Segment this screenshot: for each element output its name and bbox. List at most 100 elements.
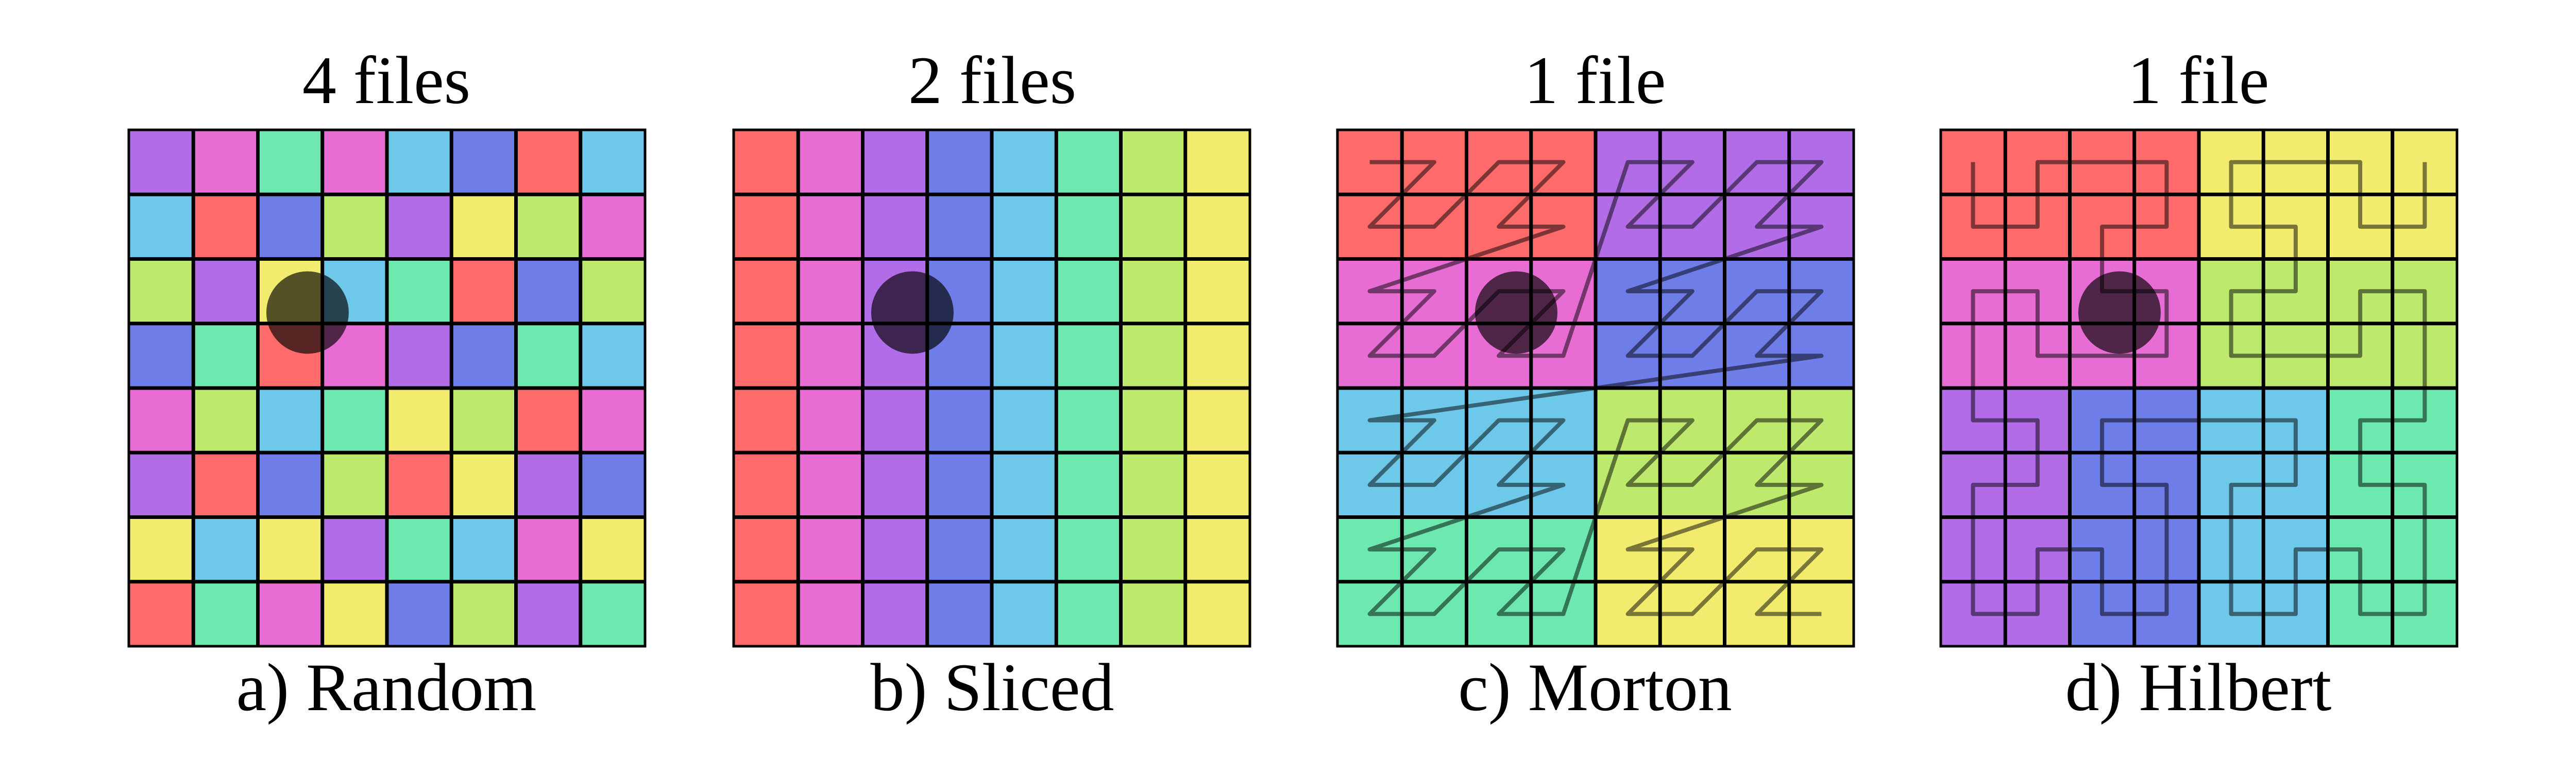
grid-cell-blue [258,194,323,259]
grid-cell-cyan [129,194,194,259]
grid-cell-blue [927,517,992,582]
grid-cell-pink [798,452,863,517]
hilbert-curve-path [1971,160,2427,616]
grid-cell-purple [193,259,258,324]
grid-border [1336,128,1855,648]
grid-cell-pink [798,259,863,324]
grid-cell-green [1056,130,1121,195]
grid-cell-lime [1121,388,1185,453]
grid-cell-cyan [992,388,1057,453]
grid-cell-blue [927,388,992,453]
grid-cell-purple [862,130,927,195]
grid-cell-yellow [1185,259,1250,324]
grid-cell-lime [322,452,387,517]
grid-cell-pink [580,194,645,259]
grid-cell-green [1056,452,1121,517]
grid-cell-purple [516,581,581,646]
grid-cell-yellow [322,581,387,646]
grid-cell-lime [516,194,581,259]
grid-cell-red [516,388,581,453]
grid-cell-yellow [1185,452,1250,517]
grid-cell-yellow [1185,130,1250,195]
panel-d-title: 1 file [2128,42,2269,118]
grid-cell-green [193,581,258,646]
panel-c-title: 1 file [1524,42,1666,118]
query-point-marker [2078,271,2161,354]
grid-cell-red [451,259,516,324]
grid-cell-red [734,581,799,646]
grid-cell-cyan [387,130,452,195]
grid-border [1939,128,2459,648]
panel-b [732,128,1251,648]
grid-cell-green [1056,581,1121,646]
grid-cell-cyan [992,517,1057,582]
grid-cell-blue [451,323,516,388]
grid-cell-lime [451,388,516,453]
grid-cell-green [1056,517,1121,582]
morton-curve-path [1367,160,1824,616]
query-point-marker [1475,271,1557,354]
grid-cell-pink [580,388,645,453]
grid-cell-purple [387,323,452,388]
grid-cell-red [129,581,194,646]
grid-cell-yellow [1185,388,1250,453]
grid-cell-red [516,130,581,195]
grid-cell-yellow [1185,517,1250,582]
panel-d-caption: d) Hilbert [2065,649,2332,725]
grid-cell-green [1056,194,1121,259]
grid-cell-lime [1121,517,1185,582]
grid-cell-purple [862,517,927,582]
grid-cell-blue [516,259,581,324]
grid-cell-red [734,194,799,259]
grid-cell-blue [129,323,194,388]
grid-cell-cyan [580,130,645,195]
grid-cell-lime [193,388,258,453]
grid-cell-yellow [1185,581,1250,646]
grid-cell-yellow [451,194,516,259]
grid-cell-green [193,323,258,388]
grid-cell-green [1056,323,1121,388]
grid-cell-red [734,323,799,388]
panel-c [1336,128,1855,648]
grid-cell-lime [1121,323,1185,388]
grid-cell-blue [258,452,323,517]
grid-cell-red [387,452,452,517]
grid-border [732,128,1251,648]
grid-cell-red [193,452,258,517]
grid-cell-lime [1121,581,1185,646]
grid-cell-cyan [992,194,1057,259]
grid-cell-purple [129,130,194,195]
grid-cell-cyan [992,130,1057,195]
grid-cell-yellow [1185,323,1250,388]
grid-cell-yellow [1185,194,1250,259]
panel-c-caption: c) Morton [1458,649,1732,725]
grid-border [127,128,647,648]
grid-cell-purple [862,452,927,517]
panel-a-caption: a) Random [236,649,537,725]
grid-cell-green [1056,388,1121,453]
grid-cell-pink [129,388,194,453]
grid-cell-purple [862,388,927,453]
panel-a [127,128,647,648]
grid-cell-purple [387,194,452,259]
grid-cell-blue [387,581,452,646]
grid-cell-pink [798,130,863,195]
grid-cell-pink [798,517,863,582]
grid-cell-green [322,388,387,453]
grid-cell-blue [451,130,516,195]
grid-cell-pink [798,323,863,388]
grid-cell-pink [193,130,258,195]
grid-cell-pink [322,130,387,195]
grid-cell-blue [927,581,992,646]
grid-cell-green [258,130,323,195]
grid-cell-yellow [129,517,194,582]
grid-cell-yellow [258,517,323,582]
grid-cell-lime [451,581,516,646]
panel-a-title: 4 files [302,42,470,118]
grid-cell-green [1056,259,1121,324]
grid-cell-blue [927,130,992,195]
grid-cell-lime [1121,452,1185,517]
grid-cell-purple [862,581,927,646]
grid-cell-pink [798,194,863,259]
